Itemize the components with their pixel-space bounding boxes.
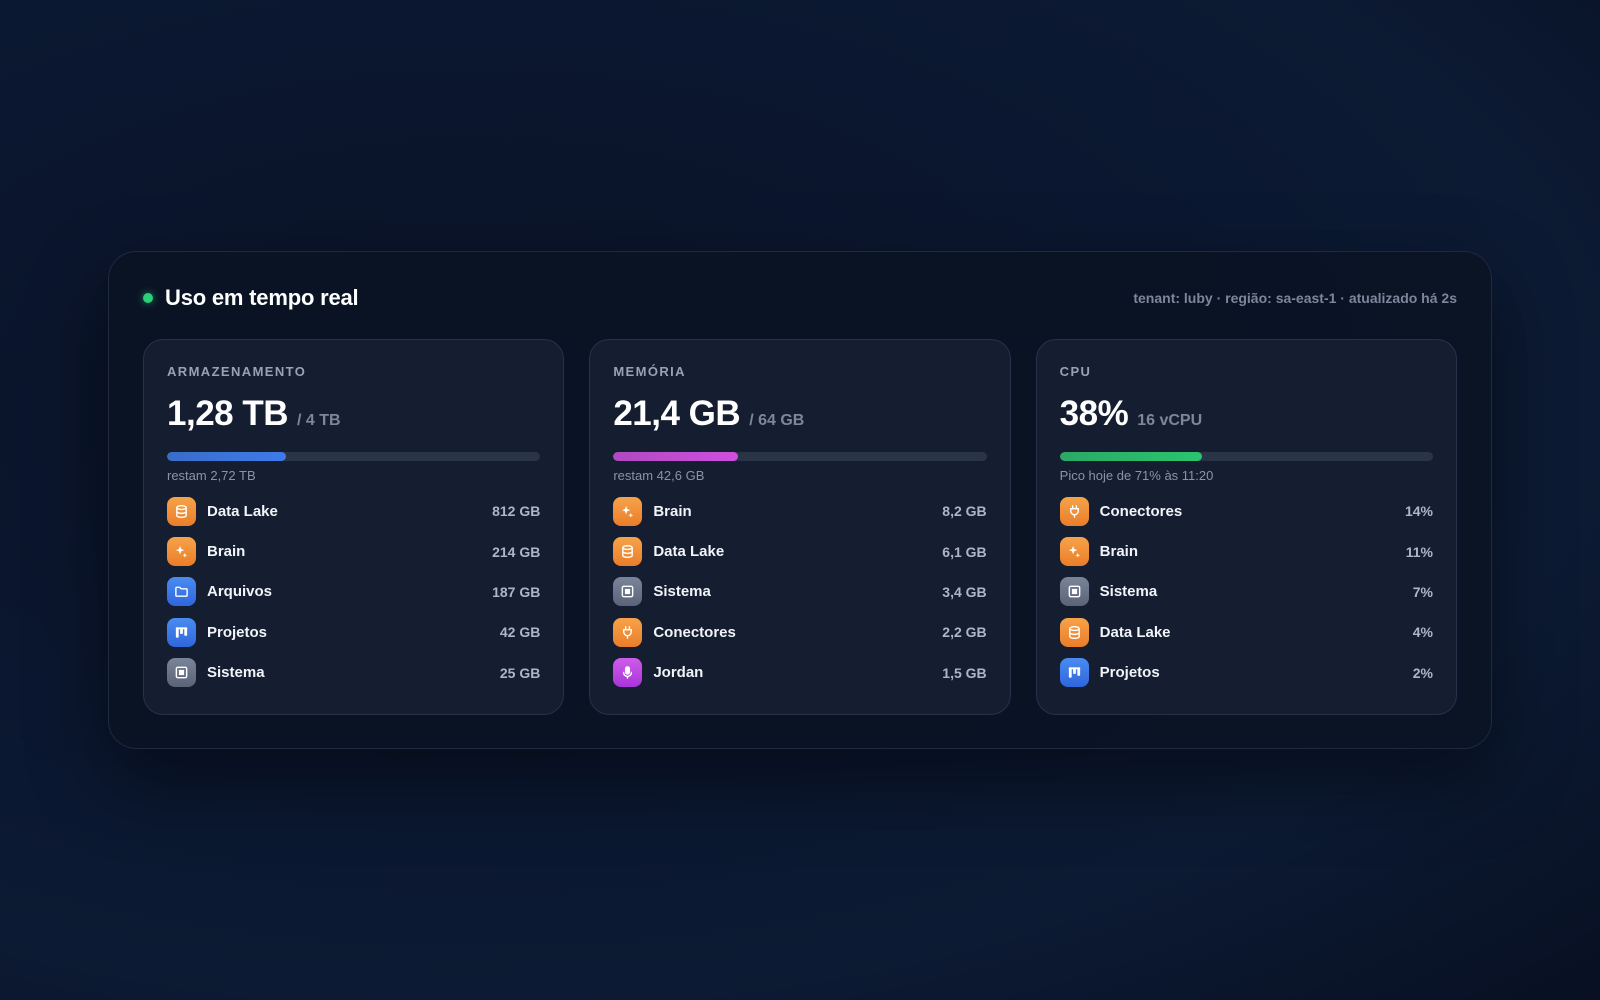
card-capacity: / 64 GB [749,412,805,429]
item-name: Sistema [653,583,711,601]
title-group: Uso em tempo real [143,285,359,311]
sparkle-icon [1059,537,1089,567]
card-capacity: / 4 TB [297,412,341,429]
item-value: 8,2 GB [942,503,987,520]
item-name: Sistema [1099,583,1158,601]
storage-card: ARMAZENAMENTO 1,28 TB / 4 TB restam 2,72… [143,339,565,715]
item-name: Brain [653,502,692,520]
list-item: Arquivos 187 GB [167,572,540,612]
usage-bar-fill [1059,452,1202,461]
chip-icon [1059,577,1089,607]
microphone-icon [613,658,643,688]
list-item: Brain 214 GB [167,531,540,571]
card-label: MEMÓRIA [613,364,686,379]
item-name: Jordan [653,664,704,682]
item-name: Data Lake [207,502,278,520]
usage-bar-fill [613,452,739,461]
usage-bar [613,452,987,461]
list-item: Data Lake 4% [1059,612,1433,652]
item-value: 2% [1412,664,1433,681]
item-value: 214 GB [492,543,541,560]
item-name: Data Lake [653,543,725,561]
card-value: 21,4 GB [613,394,741,433]
chip-icon [613,577,643,607]
item-name: Data Lake [1099,623,1171,641]
panel-header: Uso em tempo real tenant: luby · região:… [143,282,1457,314]
item-value: 7% [1412,583,1433,600]
panel-title: Uso em tempo real [165,285,359,310]
item-value: 187 GB [492,583,541,600]
item-value: 1,5 GB [942,664,987,681]
list-item: Conectores 2,2 GB [613,612,987,652]
chip-icon [167,658,196,688]
usage-bar-fill [167,452,287,461]
folder-icon [167,577,196,607]
item-name: Brain [1099,543,1138,561]
cpu-card: CPU 38% 16 vCPU Pico hoje de 71% às 11:2… [1035,339,1457,715]
card-label: CPU [1059,364,1092,379]
list-item: Brain 8,2 GB [613,491,987,531]
database-icon [167,496,196,526]
item-value: 812 GB [492,503,541,520]
card-capacity: 16 vCPU [1137,412,1203,429]
card-subtext: restam 2,72 TB [167,468,256,483]
plug-icon [613,617,643,647]
card-value: 38% [1059,394,1129,433]
item-name: Conectores [1099,502,1183,520]
item-name: Sistema [207,664,265,682]
metric-cards: ARMAZENAMENTO 1,28 TB / 4 TB restam 2,72… [143,339,1457,715]
memory-card: MEMÓRIA 21,4 GB / 64 GB restam 42,6 GB B… [589,339,1011,715]
item-value: 14% [1404,503,1433,520]
sparkle-icon [167,537,196,567]
item-value: 3,4 GB [942,583,987,600]
card-value-row: 1,28 TB / 4 TB [167,394,540,434]
list-item: Conectores 14% [1059,491,1433,531]
list-item: Projetos 42 GB [167,612,540,652]
list-item: Sistema 7% [1059,572,1433,612]
tenant-meta: tenant: luby · região: sa-east-1 · atual… [1133,290,1457,306]
item-name: Projetos [1099,664,1160,682]
card-subtext: Pico hoje de 71% às 11:20 [1059,468,1214,483]
list-item: Jordan 1,5 GB [613,653,987,693]
database-icon [1059,617,1089,647]
list-item: Projetos 2% [1059,653,1433,693]
breakdown-list: Conectores 14% Brain 11% Sistema 7% Data La… [1059,491,1433,693]
list-item: Data Lake 812 GB [167,491,540,531]
item-value: 11% [1405,543,1433,560]
breakdown-list: Brain 8,2 GB Data Lake 6,1 GB Sistema 3,4 G… [613,491,987,693]
usage-bar [167,452,541,461]
sparkle-icon [613,496,643,526]
usage-bar [1059,452,1433,461]
list-item: Sistema 25 GB [167,653,540,693]
item-name: Conectores [653,623,736,641]
live-status-dot [143,293,153,303]
card-value: 1,28 TB [167,394,289,433]
item-name: Brain [207,543,246,561]
realtime-usage-panel: Uso em tempo real tenant: luby · região:… [108,251,1492,749]
list-item: Sistema 3,4 GB [613,572,987,612]
card-value-row: 38% 16 vCPU [1060,394,1433,434]
list-item: Data Lake 6,1 GB [613,531,987,571]
item-value: 42 GB [499,624,541,641]
item-name: Projetos [207,623,268,641]
list-item: Brain 11% [1059,531,1433,571]
item-name: Arquivos [207,583,273,601]
card-subtext: restam 42,6 GB [613,468,705,483]
item-value: 4% [1412,624,1433,641]
item-value: 6,1 GB [942,543,987,560]
card-value-row: 21,4 GB / 64 GB [613,394,986,434]
breakdown-list: Data Lake 812 GB Brain 214 GB Arquivos 187 … [167,491,540,693]
board-icon [167,617,196,647]
board-icon [1059,658,1089,688]
database-icon [613,537,643,567]
card-label: ARMAZENAMENTO [167,364,307,379]
item-value: 25 GB [499,664,541,681]
item-value: 2,2 GB [942,624,987,641]
plug-icon [1059,496,1089,526]
